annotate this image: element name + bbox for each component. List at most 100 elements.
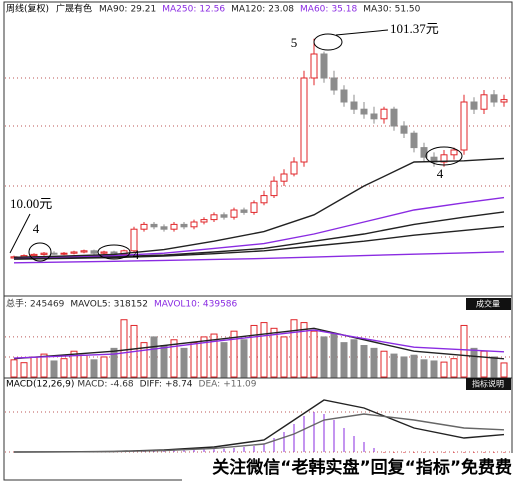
candle-body bbox=[310, 53, 318, 79]
legend-name: MA90: bbox=[99, 5, 127, 15]
candle-body bbox=[410, 132, 418, 149]
volume-bar bbox=[340, 342, 348, 378]
volume-bar bbox=[330, 333, 338, 378]
ma-line bbox=[13, 329, 505, 359]
annotation: 101.37元 bbox=[390, 21, 439, 36]
candle-body bbox=[170, 223, 178, 230]
volume-bar bbox=[200, 336, 208, 378]
candle-body bbox=[320, 53, 328, 79]
annotation-circle bbox=[97, 244, 131, 260]
candle-body bbox=[140, 223, 148, 230]
legend-name: MA60: bbox=[300, 5, 328, 15]
candle-body bbox=[90, 250, 98, 254]
candle-body bbox=[160, 226, 168, 230]
candle-body bbox=[70, 251, 78, 254]
candle-body bbox=[380, 108, 388, 120]
legend-name: MA250: bbox=[162, 5, 196, 15]
volume-bar bbox=[10, 359, 18, 378]
candle-body bbox=[100, 251, 108, 254]
legend-name: MAVOL5: bbox=[70, 300, 110, 310]
legend-value: 439586 bbox=[203, 300, 238, 310]
volume-bar bbox=[90, 359, 98, 378]
volume-bar bbox=[420, 359, 428, 378]
volume-bar bbox=[20, 362, 28, 378]
watermark-box bbox=[182, 453, 517, 482]
candle-body bbox=[60, 252, 68, 255]
legend-value: 318152 bbox=[114, 300, 148, 310]
candle-body bbox=[130, 228, 138, 252]
volume-bar bbox=[350, 339, 358, 378]
candle-body bbox=[180, 223, 188, 228]
candle-body bbox=[190, 221, 198, 228]
annotation-circle bbox=[28, 242, 52, 262]
candle-body bbox=[50, 252, 58, 255]
annotation-circle bbox=[425, 146, 463, 166]
volume-bar bbox=[30, 356, 38, 378]
volume-bar bbox=[120, 319, 128, 378]
volume-bar bbox=[410, 354, 418, 378]
candle-body bbox=[290, 161, 298, 175]
candle-body bbox=[230, 209, 238, 218]
volume-bar bbox=[110, 347, 118, 378]
volume-bar bbox=[360, 345, 368, 378]
volume-bar bbox=[490, 356, 498, 378]
panel-tag: 指标说明 bbox=[472, 379, 504, 389]
volume-bar bbox=[430, 360, 438, 378]
volume-bar bbox=[220, 342, 228, 378]
legend-name: 总手: bbox=[6, 298, 27, 310]
candle-body bbox=[300, 77, 308, 163]
volume-bar bbox=[260, 322, 268, 378]
candle-body bbox=[460, 101, 468, 151]
volume-bar bbox=[320, 336, 328, 378]
panel-subtitle: 广晟有色 bbox=[56, 3, 92, 15]
candle-body bbox=[330, 77, 338, 91]
tag-box bbox=[466, 378, 511, 390]
legend-name: MAVOL10: bbox=[154, 300, 200, 310]
volume-bar bbox=[300, 322, 308, 378]
candle-body bbox=[260, 195, 268, 204]
candle-body bbox=[80, 250, 88, 253]
candle-body bbox=[240, 209, 248, 213]
legend-value: 12.56 bbox=[199, 5, 225, 15]
volume-bar bbox=[180, 347, 188, 378]
candle-body bbox=[480, 94, 488, 110]
candle-body bbox=[490, 94, 498, 103]
legend-value: 245469 bbox=[30, 300, 65, 310]
annotation: 5 bbox=[291, 35, 298, 50]
candle-body bbox=[400, 125, 408, 134]
candle-body bbox=[220, 214, 228, 218]
volume-bar bbox=[480, 350, 488, 378]
volume-bar bbox=[40, 353, 48, 378]
volume-bar bbox=[250, 324, 258, 378]
annotation: 4 bbox=[33, 221, 40, 236]
ma-line bbox=[13, 211, 505, 259]
volume-bar bbox=[60, 358, 68, 378]
volume-bar bbox=[50, 360, 58, 378]
ma-line bbox=[13, 251, 505, 264]
legend-value: -4.68 bbox=[110, 380, 134, 390]
volume-bar bbox=[70, 350, 78, 378]
volume-bar bbox=[270, 327, 278, 378]
volume-bar bbox=[190, 342, 198, 378]
legend-name: DEA: bbox=[199, 380, 221, 390]
candle-body bbox=[280, 173, 288, 182]
legend-value: 29.21 bbox=[130, 5, 156, 15]
legend-value: 23.08 bbox=[268, 5, 294, 15]
legend-value: +11.09 bbox=[223, 380, 257, 390]
candle-body bbox=[40, 252, 48, 255]
candle-body bbox=[150, 223, 158, 228]
volume-bar bbox=[290, 319, 298, 378]
legend-name: MACD: bbox=[77, 380, 107, 390]
volume-bar bbox=[170, 339, 178, 378]
candle-body bbox=[250, 202, 258, 213]
annotation: 4 bbox=[133, 247, 140, 262]
candle-body bbox=[470, 101, 478, 110]
legend-value: +8.74 bbox=[165, 380, 193, 390]
volume-bar bbox=[100, 356, 108, 378]
candle-body bbox=[440, 154, 448, 163]
volume-bar bbox=[460, 324, 468, 378]
annotation-arrow bbox=[9, 213, 31, 254]
volume-bar bbox=[140, 342, 148, 378]
